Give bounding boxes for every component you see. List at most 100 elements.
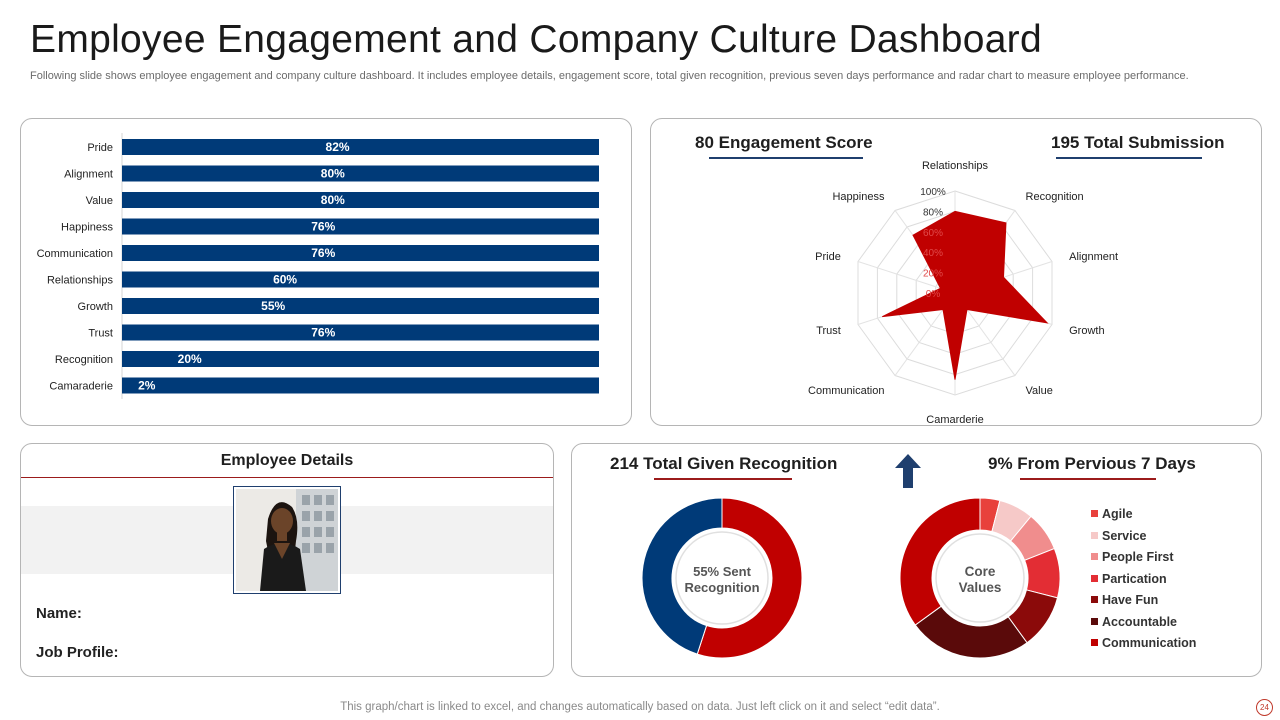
radar-category-label: Happiness [832, 191, 884, 203]
radar-category-label: Pride [815, 251, 841, 263]
page-number: 24 [1256, 699, 1273, 716]
legend-swatch [1091, 553, 1098, 561]
employee-details-panel: Employee Details Name: Job Profile: [20, 443, 554, 677]
bar-category-label: Growth [78, 301, 113, 313]
from-previous-days: 9% From Pervious 7 Days [988, 454, 1196, 473]
bar-chart[interactable]: Pride 82% Alignment 80% Value 80% Happiness 76%… [21, 119, 632, 426]
page-title: Employee Engagement and Company Culture … [30, 18, 1042, 61]
radar-category-label: Value [1026, 385, 1053, 397]
bar-value[interactable] [122, 192, 599, 208]
total-submission: 195 Total Submission [1051, 133, 1225, 152]
arrow-up-icon [895, 454, 921, 488]
bar-relationships[interactable] [122, 271, 599, 288]
engagement-panel: 80 Engagement Score 195 Total Submission… [650, 118, 1262, 426]
legend-item-accountable[interactable]: Accountable [1091, 615, 1177, 629]
legend-swatch [1091, 574, 1098, 582]
bar-value-label: 60% [273, 273, 297, 287]
radar-category-label: Alignment [1069, 251, 1118, 263]
radar-category-label: Growth [1069, 325, 1104, 337]
recognition-panel: 214 Total Given Recognition 9% From Perv… [571, 443, 1262, 677]
employee-photo[interactable] [233, 486, 341, 594]
legend-swatch [1091, 596, 1098, 604]
employee-details-title: Employee Details [220, 452, 354, 469]
recognition-underline [654, 478, 792, 480]
legend-label: Communication [1102, 636, 1197, 650]
bar-value-label: 76% [311, 220, 335, 234]
bar-category-label: Camaraderie [49, 381, 113, 393]
bar-communication[interactable] [122, 245, 599, 261]
employee-job-label: Job Profile: [36, 644, 119, 661]
bar-pride[interactable] [122, 139, 599, 155]
bar-value-label: 20% [178, 352, 202, 366]
bar-category-label: Value [86, 195, 113, 207]
radar-tick-label: 40% [923, 248, 943, 259]
radar-category-label: Camarderie [926, 414, 983, 426]
radar-chart[interactable]: 0% 20% 40% 60% 80% 100% Relationships Recogniti… [651, 119, 1262, 426]
bar-recognition[interactable] [122, 351, 599, 367]
legend-label: People First [1102, 550, 1174, 564]
legend-label: Partication [1102, 571, 1167, 586]
donut-inner-ring [675, 531, 769, 625]
legend-label: Service [1102, 528, 1147, 543]
radar-spoke [857, 261, 956, 294]
bar-category-label: Trust [88, 328, 113, 340]
employee-title-rule [21, 477, 553, 478]
legend-item-partication[interactable]: Partication [1091, 572, 1167, 586]
legend-label: Accountable [1102, 614, 1178, 629]
legend-label: Agile [1102, 507, 1133, 521]
bar-value-label: 80% [321, 193, 345, 207]
core-values-line1: Core [965, 564, 996, 579]
bar-value-label: 82% [326, 140, 350, 154]
donut-center-line1: 55% Sent [693, 564, 751, 579]
bar-category-label: Relationships [47, 275, 114, 287]
bar-value-label: 76% [311, 246, 335, 260]
radar-category-label: Communication [808, 385, 884, 397]
legend-swatch [1091, 617, 1098, 625]
bar-category-label: Happiness [61, 222, 113, 234]
bar-value-label: 80% [321, 167, 345, 181]
radar-tick-label: 20% [923, 269, 943, 280]
bar-camaraderie[interactable] [122, 377, 599, 394]
radar-tick-label: 100% [920, 187, 946, 198]
engagement-score: 80 Engagement Score [695, 133, 873, 152]
engagement-underline [709, 157, 863, 159]
submission-underline [1056, 157, 1202, 159]
radar-tick-label: 80% [923, 207, 943, 218]
donut-hole [672, 528, 772, 628]
employee-name-label: Name: [36, 605, 82, 622]
page-subtitle: Following slide shows employee engagemen… [30, 70, 1189, 82]
core-values-line2: Values [959, 580, 1002, 595]
donut-center-line2: Recognition [684, 580, 759, 595]
radar-tick-label: 0% [926, 289, 941, 300]
radar-category-label: Relationships [922, 160, 989, 172]
bar-chart-panel: Pride 82% Alignment 80% Value 80% Happiness 76%… [20, 118, 632, 426]
bar-category-label: Pride [87, 142, 113, 154]
radar-category-label: Trust [816, 325, 841, 337]
bar-value-label: 55% [261, 299, 285, 313]
radar-series-area[interactable] [882, 210, 1049, 380]
bar-trust[interactable] [122, 324, 599, 341]
bar-happiness[interactable] [122, 218, 599, 235]
radar-tick-label: 60% [923, 228, 943, 239]
bar-value-label: 2% [138, 379, 156, 393]
bar-category-label: Recognition [55, 354, 113, 366]
bar-growth[interactable] [122, 298, 599, 314]
employee-avatar-icon [236, 489, 338, 591]
legend-swatch [1091, 531, 1098, 539]
donut-inner-ring [935, 533, 1025, 623]
legend-item-agile[interactable]: Agile [1091, 507, 1133, 521]
legend-swatch [1091, 639, 1098, 647]
footer-note: This graph/chart is linked to excel, and… [340, 701, 940, 713]
legend-item-communication[interactable]: Communication [1091, 636, 1196, 650]
radar-category-label: Recognition [1026, 191, 1084, 203]
previous-underline [1020, 478, 1156, 480]
legend-item-service[interactable]: Service [1091, 529, 1146, 543]
bar-category-label: Alignment [64, 169, 113, 181]
bar-alignment[interactable] [122, 165, 599, 182]
legend-item-have-fun[interactable]: Have Fun [1091, 593, 1158, 607]
donut-hole [932, 530, 1028, 626]
bar-category-label: Communication [37, 248, 113, 260]
legend-label: Have Fun [1102, 593, 1159, 607]
legend-item-people-first[interactable]: People First [1091, 550, 1174, 564]
